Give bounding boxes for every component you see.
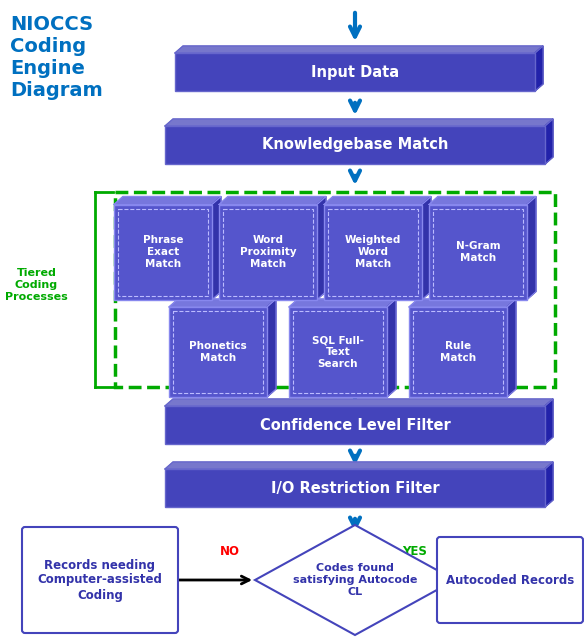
Polygon shape (317, 197, 326, 299)
Polygon shape (324, 197, 431, 204)
Polygon shape (255, 525, 455, 635)
FancyBboxPatch shape (165, 406, 545, 444)
FancyBboxPatch shape (22, 527, 178, 633)
Polygon shape (114, 197, 221, 204)
FancyBboxPatch shape (165, 469, 545, 507)
FancyBboxPatch shape (219, 204, 317, 299)
FancyBboxPatch shape (429, 204, 527, 299)
Text: Phonetics
Match: Phonetics Match (189, 341, 247, 363)
FancyBboxPatch shape (437, 537, 583, 623)
Text: Phrase
Exact
Match: Phrase Exact Match (142, 235, 183, 269)
FancyBboxPatch shape (115, 192, 555, 387)
FancyBboxPatch shape (165, 126, 545, 164)
FancyBboxPatch shape (409, 307, 507, 397)
FancyBboxPatch shape (169, 307, 267, 397)
FancyBboxPatch shape (324, 204, 422, 299)
Text: N-Gram
Match: N-Gram Match (456, 241, 500, 263)
Polygon shape (169, 299, 276, 307)
Text: NO: NO (220, 545, 240, 558)
Text: Autocoded Records: Autocoded Records (446, 574, 574, 587)
Text: Tiered
Coding
Processes: Tiered Coding Processes (5, 269, 68, 302)
Polygon shape (165, 119, 553, 126)
Polygon shape (267, 299, 276, 397)
Text: NIOCCS
Coding
Engine
Diagram: NIOCCS Coding Engine Diagram (10, 15, 103, 100)
Text: Word
Proximity
Match: Word Proximity Match (239, 235, 296, 269)
Polygon shape (212, 197, 221, 299)
Polygon shape (545, 119, 553, 164)
Text: Records needing
Computer-assisted
Coding: Records needing Computer-assisted Coding (37, 558, 162, 601)
Text: YES: YES (402, 545, 427, 558)
Text: Weighted
Word
Match: Weighted Word Match (345, 235, 401, 269)
Text: Rule
Match: Rule Match (440, 341, 476, 363)
Text: Input Data: Input Data (311, 65, 399, 79)
Polygon shape (165, 399, 553, 406)
Text: SQL Full-
Text
Search: SQL Full- Text Search (312, 335, 364, 369)
Polygon shape (429, 197, 536, 204)
Text: Knowledgebase Match: Knowledgebase Match (262, 138, 448, 153)
Polygon shape (545, 399, 553, 444)
Text: Codes found
satisfying Autocode
CL: Codes found satisfying Autocode CL (293, 563, 417, 597)
Text: Confidence Level Filter: Confidence Level Filter (260, 417, 450, 433)
Polygon shape (422, 197, 431, 299)
Polygon shape (535, 46, 543, 91)
Polygon shape (165, 462, 553, 469)
FancyBboxPatch shape (175, 53, 535, 91)
Polygon shape (527, 197, 536, 299)
FancyBboxPatch shape (289, 307, 387, 397)
Polygon shape (289, 299, 396, 307)
Text: I/O Restriction Filter: I/O Restriction Filter (271, 481, 439, 495)
Polygon shape (387, 299, 396, 397)
Polygon shape (507, 299, 516, 397)
Polygon shape (175, 46, 543, 53)
Polygon shape (409, 299, 516, 307)
FancyBboxPatch shape (114, 204, 212, 299)
Polygon shape (545, 462, 553, 507)
Polygon shape (219, 197, 326, 204)
